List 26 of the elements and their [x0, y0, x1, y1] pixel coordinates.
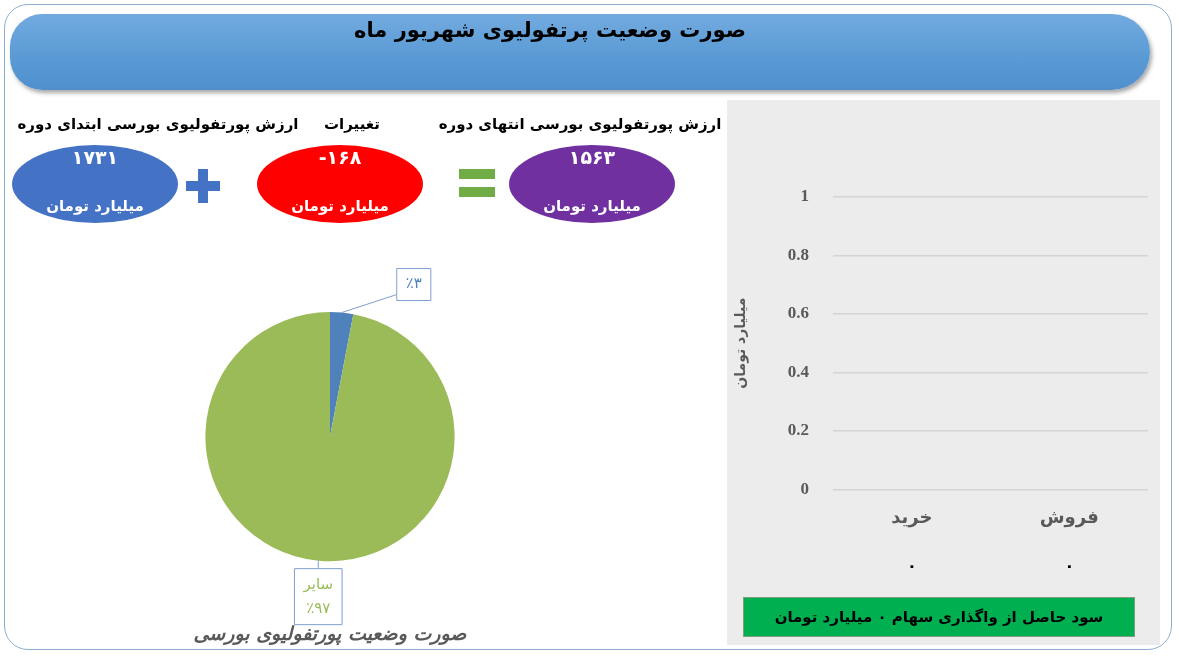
y-tick-label: 0.8: [787, 244, 810, 264]
category-label: ارزش پورتفولیوی بورسی ابتدای دوره: [17, 115, 299, 133]
data-label: ٪۹۷: [306, 598, 331, 617]
data-label: ۱۷۳۱: [71, 146, 119, 168]
y-tick-label: 0: [800, 478, 810, 498]
data-label: ٪۳: [405, 274, 422, 293]
category-label: ارزش پورتفولیوی بورسی انتهای دوره: [438, 115, 722, 133]
text: میلیارد تومان: [543, 197, 641, 215]
y-tick-label: 0.6: [787, 303, 810, 323]
text: میلیارد تومان: [291, 197, 389, 215]
y-tick-label: 0.2: [787, 420, 810, 440]
data-label: ۱۵۶۳: [568, 146, 616, 168]
slice-label: سایر: [302, 574, 334, 593]
text: سود حاصل از واگذاری سهام ۰ میلیارد تومان: [774, 608, 1104, 626]
y-tick-label: 1: [800, 186, 810, 206]
text: میلیارد تومان: [46, 197, 144, 215]
data-label: ۰: [906, 556, 917, 576]
text: صورت وضعیت پرتفولیوی شهریور ماه: [354, 18, 746, 42]
data-label: ۰: [1064, 556, 1075, 576]
data-label: -۱۶۸: [318, 146, 362, 168]
y-tick-label: 0.4: [787, 361, 810, 381]
text: صورت وضعیت پورتفولیوی بورسی: [193, 621, 468, 645]
category-label: تغییرات: [324, 115, 380, 133]
x-tick-label: فروش: [1039, 505, 1099, 528]
x-tick-label: خرید: [891, 505, 933, 528]
y-axis-title: میلیارد تومان: [732, 297, 750, 389]
